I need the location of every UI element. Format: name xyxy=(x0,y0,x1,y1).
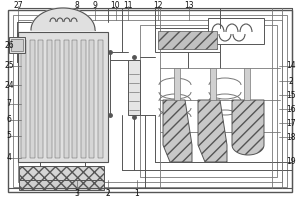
Text: 15: 15 xyxy=(286,90,296,99)
Text: 9: 9 xyxy=(92,1,97,10)
Text: 10: 10 xyxy=(111,1,120,10)
Text: 12: 12 xyxy=(153,1,162,10)
Text: 1: 1 xyxy=(134,190,139,198)
Text: 7: 7 xyxy=(7,99,11,108)
Text: 5: 5 xyxy=(7,132,11,140)
Text: 24: 24 xyxy=(4,81,14,90)
Bar xyxy=(18,20,282,182)
Text: 4: 4 xyxy=(7,154,11,162)
Text: 16: 16 xyxy=(286,104,296,114)
Bar xyxy=(46,40,52,158)
Text: 2: 2 xyxy=(106,190,110,198)
Bar xyxy=(13,15,287,187)
Bar xyxy=(9,37,25,53)
Text: 14: 14 xyxy=(286,62,296,71)
Bar xyxy=(210,68,216,100)
Bar xyxy=(80,40,86,158)
Text: 8: 8 xyxy=(74,1,79,10)
Bar xyxy=(155,28,220,52)
Bar xyxy=(19,180,104,190)
Text: 13: 13 xyxy=(184,1,194,10)
Text: 11: 11 xyxy=(123,1,132,10)
Bar xyxy=(38,40,43,158)
Bar xyxy=(174,68,180,100)
Text: 3: 3 xyxy=(74,190,79,198)
Polygon shape xyxy=(31,8,95,30)
Text: 17: 17 xyxy=(286,118,296,128)
Bar xyxy=(18,32,108,162)
Polygon shape xyxy=(198,100,227,162)
Polygon shape xyxy=(232,100,264,155)
Bar xyxy=(244,68,250,100)
Bar xyxy=(64,40,68,158)
Bar xyxy=(208,18,264,44)
Bar xyxy=(11,39,23,51)
Text: 18: 18 xyxy=(286,132,296,142)
Text: 2: 2 xyxy=(289,76,293,86)
Bar xyxy=(29,40,34,158)
Polygon shape xyxy=(163,100,192,162)
Text: 6: 6 xyxy=(7,116,11,124)
Bar xyxy=(19,166,104,180)
Text: 26: 26 xyxy=(4,42,14,50)
Bar xyxy=(21,40,26,158)
Bar xyxy=(72,40,77,158)
Bar xyxy=(55,40,60,158)
Text: 25: 25 xyxy=(4,62,14,71)
Text: 27: 27 xyxy=(13,1,23,10)
Text: 19: 19 xyxy=(286,158,296,166)
Bar xyxy=(158,31,217,49)
Bar xyxy=(89,40,94,158)
Bar xyxy=(128,60,140,115)
Bar xyxy=(98,40,103,158)
Bar xyxy=(140,25,277,177)
